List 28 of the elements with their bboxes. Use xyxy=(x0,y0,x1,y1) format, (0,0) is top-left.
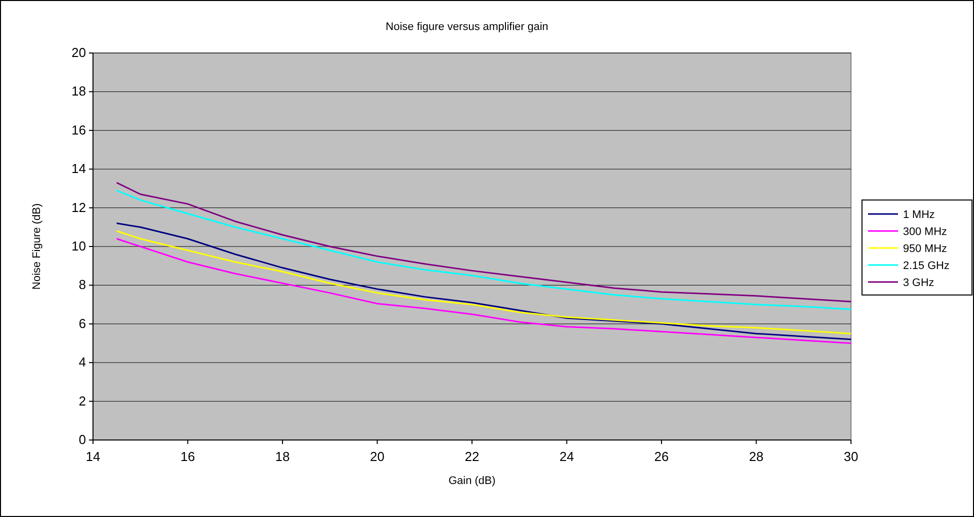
y-axis-title: Noise Figure (dB) xyxy=(31,203,43,290)
x-tick-label: 18 xyxy=(275,449,290,464)
x-tick-label: 16 xyxy=(180,449,195,464)
y-tick-label: 0 xyxy=(78,432,86,447)
chart-title: Noise figure versus amplifier gain xyxy=(386,21,548,33)
y-tick-label: 14 xyxy=(72,161,86,176)
x-tick-label: 30 xyxy=(844,449,858,464)
y-tick-label: 20 xyxy=(72,45,86,60)
legend-label: 3 GHz xyxy=(903,277,934,289)
x-tick-label: 22 xyxy=(464,449,480,464)
x-tick-label: 26 xyxy=(654,449,669,464)
x-axis-title: Gain (dB) xyxy=(448,475,496,487)
legend-label: 2.15 GHz xyxy=(903,260,950,272)
y-tick-label: 18 xyxy=(72,84,86,99)
y-tick-label: 2 xyxy=(78,393,86,408)
y-tick-label: 10 xyxy=(72,238,86,254)
line-series xyxy=(116,238,852,344)
legend-label: 950 MHz xyxy=(903,243,948,255)
y-tick-label: 16 xyxy=(72,122,86,138)
y-tick-label: 8 xyxy=(78,277,86,292)
x-tick-label: 24 xyxy=(560,449,574,464)
legend-label: 1 MHz xyxy=(903,209,935,221)
y-tick-label: 12 xyxy=(72,200,86,215)
x-tick-label: 20 xyxy=(370,449,384,464)
legend-label: 300 MHz xyxy=(903,226,948,238)
x-tick-label: 28 xyxy=(749,449,764,464)
y-tick-label: 4 xyxy=(78,354,86,370)
y-tick-label: 6 xyxy=(78,316,86,331)
